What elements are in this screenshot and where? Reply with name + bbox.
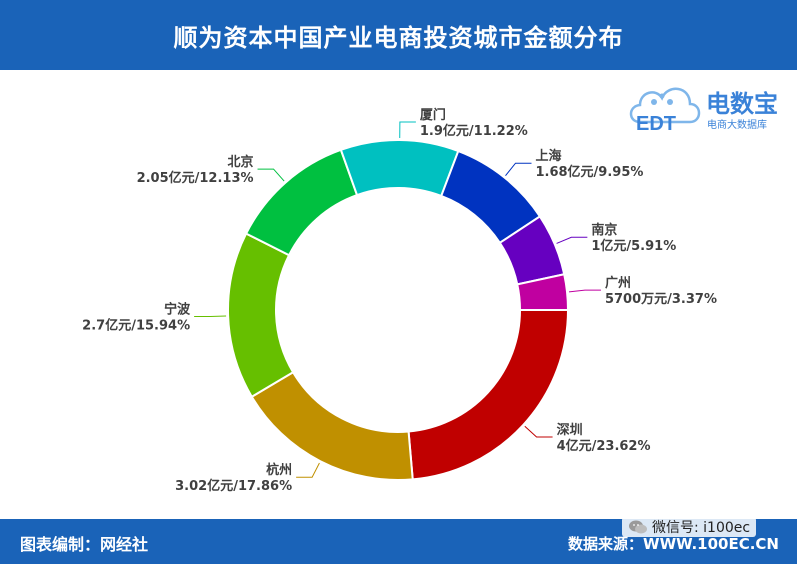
slice-name-label: 北京 [228,154,254,170]
cloud-logo-icon: EDT [629,87,701,135]
slice-value-label: 1.9亿元/11.22% [420,123,528,139]
slice-name-label: 杭州 [266,462,292,478]
slice-value-label: 2.7亿元/15.94% [82,317,190,333]
chart-credit: 图表编制：网经社 [20,535,149,554]
leader-line-厦门 [399,121,416,139]
donut-slices [227,139,570,481]
wechat-badge: 微信号: i100ec [622,517,757,537]
slice-宁波 [227,232,295,399]
slice-value-label: 2.05亿元/12.13% [137,170,254,186]
slice-name-label: 上海 [535,148,561,164]
brand-logo-block: EDT 电数宝 电商大数据库 [626,78,796,138]
leader-line-宁波 [194,315,227,317]
wechat-id: 微信号: i100ec [652,520,751,536]
slice-name-label: 南京 [591,222,617,238]
leader-line-上海 [505,162,532,177]
chart-title: 顺为资本中国产业电商投资城市金额分布 [173,23,624,52]
wechat-icon [629,520,647,534]
slice-value-label: 1.68亿元/9.95% [535,164,643,180]
slice-value-label: 5700万元/3.37% [605,292,717,307]
slice-深圳 [407,309,570,481]
leader-line-南京 [556,236,588,244]
slice-厦门 [339,139,460,198]
title-bar: 顺为资本中国产业电商投资城市金额分布 [0,0,797,70]
brand-name: 电数宝 [706,90,778,118]
footer-bar: 图表编制：网经社 微信号: i100ec 数据来源：WWW.100EC.CN [0,517,797,564]
brand-subtitle: 电商大数据库 [707,120,767,131]
slice-value-label: 3.02亿元/17.86% [175,478,292,494]
slice-value-label: 4亿元/23.62% [557,438,651,454]
slice-name-label: 深圳 [557,422,583,438]
leader-line-深圳 [524,425,553,438]
slice-name-label: 广州 [605,275,631,291]
slice-name-label: 厦门 [420,107,446,123]
brand-logo-text: EDT [636,113,676,135]
slice-name-label: 宁波 [164,301,191,317]
leader-line-北京 [257,168,285,182]
leader-line-杭州 [296,462,320,478]
slice-北京 [244,148,359,257]
slice-广州 [516,273,570,311]
data-source: 数据来源：WWW.100EC.CN [568,535,779,553]
slice-value-label: 1亿元/5.91% [591,238,676,254]
leader-line-广州 [568,289,601,293]
